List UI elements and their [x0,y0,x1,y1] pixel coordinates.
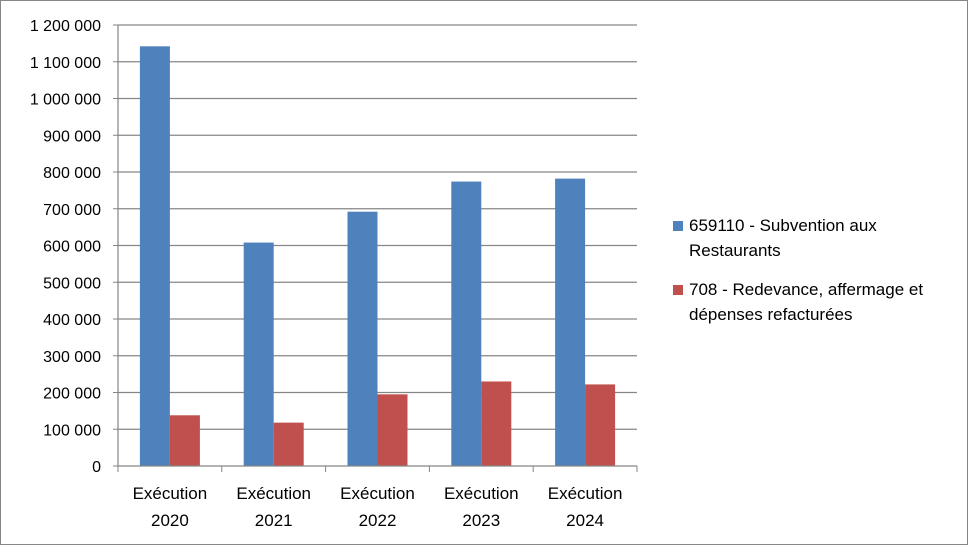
bar-series-2-2 [273,422,304,466]
bar-series-1-4 [451,181,482,466]
x-category-label-line: Exécution [548,484,623,503]
legend-swatch-2 [673,285,683,295]
x-category-label: Exécution 2020 [133,484,208,530]
x-category-label: Exécution 2023 [444,484,519,530]
legend: 659110 - Subvention aux Restaurants 708 - … [673,216,923,324]
bar-series-2-5 [585,384,616,466]
x-category-label-line: 2023 [462,511,500,530]
x-category-label-line: 2021 [255,511,293,530]
y-axis-ticks: 0 100 000 200 000 300 000 400 000 500 000 600 … [30,18,118,476]
legend-label-line: Restaurants [689,241,781,260]
y-tick-label: 200 000 [43,386,101,403]
y-tick-label: 500 000 [43,275,101,292]
x-category-label: Exécution 2024 [548,484,623,530]
x-category-label-line: Exécution [133,484,208,503]
y-tick-label: 600 000 [43,239,101,256]
legend-label-2: 708 - Redevance, affermage et dépenses re… [689,280,923,324]
y-tick-label: 0 [92,459,101,476]
bars [139,46,616,467]
x-category-label: Exécution 2022 [340,484,415,530]
y-tick-label: 1 000 000 [30,92,101,109]
y-tick-label: 700 000 [43,202,101,219]
bar-series-2-3 [377,394,408,466]
x-category-label-line: 2020 [151,511,189,530]
axes [117,25,638,472]
y-tick-label: 1 200 000 [30,18,101,35]
y-tick-label: 800 000 [43,165,101,182]
bar-series-2-4 [481,381,512,466]
y-tick-label: 100 000 [43,422,101,439]
y-tick-label: 1 100 000 [30,55,101,72]
legend-swatch-1 [673,221,683,231]
y-tick-label: 400 000 [43,312,101,329]
y-tick-label: 300 000 [43,349,101,366]
x-category-label: Exécution 2021 [236,484,311,530]
bar-series-2-1 [169,415,200,466]
x-category-label-line: 2022 [359,511,397,530]
bar-series-1-3 [347,211,378,466]
legend-label-line: 659110 - Subvention aux [689,216,877,235]
legend-label-line: dépenses refacturées [689,305,853,324]
x-category-label-line: 2024 [566,511,604,530]
bar-series-1-1 [139,46,170,466]
x-category-label-line: Exécution [340,484,415,503]
x-category-label-line: Exécution [444,484,519,503]
y-tick-label: 900 000 [43,128,101,145]
bar-series-1-2 [243,242,274,466]
legend-label-line: 708 - Redevance, affermage et [689,280,923,299]
bar-series-1-5 [555,178,586,467]
x-category-label-line: Exécution [236,484,311,503]
legend-label-1: 659110 - Subvention aux Restaurants [689,216,877,260]
